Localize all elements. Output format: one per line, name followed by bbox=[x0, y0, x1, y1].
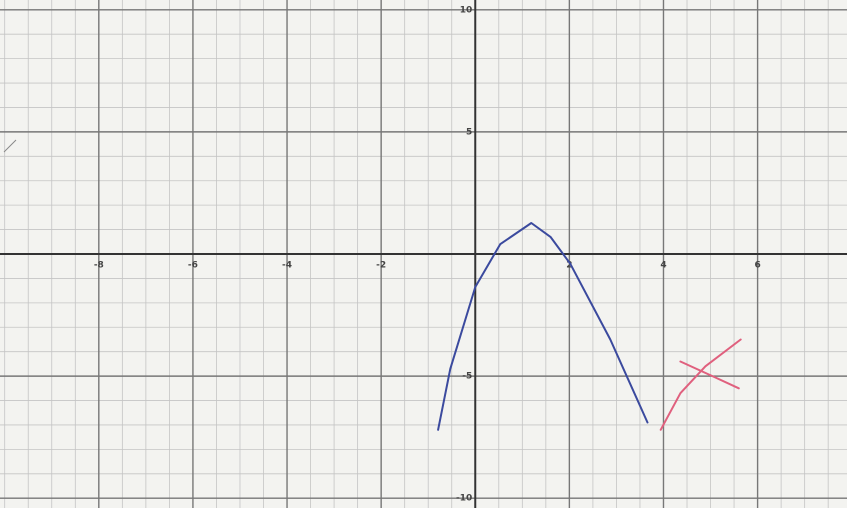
curve bbox=[659, 338, 742, 431]
scribble bbox=[3, 139, 17, 153]
x-tick-label: 4 bbox=[660, 261, 666, 271]
curve bbox=[679, 360, 740, 390]
y-tick-label: -10 bbox=[456, 494, 472, 504]
curve bbox=[437, 222, 649, 431]
x-tick-label: -6 bbox=[188, 261, 198, 271]
x-tick-label: 2 bbox=[566, 261, 572, 271]
x-tick-label: -8 bbox=[94, 261, 104, 271]
y-tick-label: 10 bbox=[460, 5, 473, 15]
y-tick-label: -5 bbox=[462, 372, 472, 382]
x-tick-label: 6 bbox=[754, 261, 760, 271]
y-tick-label: 5 bbox=[466, 127, 472, 137]
x-tick-label: -4 bbox=[282, 261, 292, 271]
x-tick-label: -2 bbox=[376, 261, 386, 271]
